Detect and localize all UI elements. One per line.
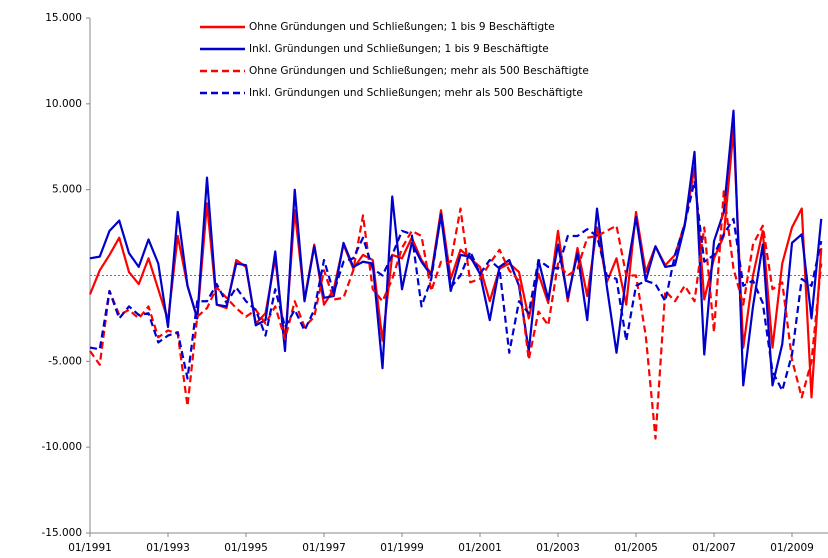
y-tick-label: 15.000 xyxy=(45,12,82,24)
legend-label: Inkl. Gründungen und Schließungen; 1 bis… xyxy=(249,43,549,55)
x-tick-label: 01/2001 xyxy=(458,542,502,554)
y-tick-label: -15.000 xyxy=(41,527,82,539)
y-tick-label: 10.000 xyxy=(45,98,82,110)
series-line xyxy=(89,190,823,440)
x-tick-label: 01/1993 xyxy=(146,542,190,554)
legend-label: Ohne Gründungen und Schließungen; 1 bis … xyxy=(249,21,555,33)
x-tick-label: 01/1999 xyxy=(380,542,424,554)
x-tick-label: 01/2005 xyxy=(614,542,658,554)
y-tick-label: -10.000 xyxy=(41,441,82,453)
x-tick-label: 01/1995 xyxy=(224,542,268,554)
x-tick-label: 01/2009 xyxy=(770,542,814,554)
y-tick-label: 5.000 xyxy=(52,184,82,196)
x-tick-label: 01/2003 xyxy=(536,542,580,554)
series-line xyxy=(89,109,823,387)
legend-label: Ohne Gründungen und Schließungen; mehr a… xyxy=(249,65,589,77)
legend-label: Inkl. Gründungen und Schließungen; mehr … xyxy=(249,87,583,99)
y-tick-label: -5.000 xyxy=(48,355,82,367)
x-tick-label: 01/1997 xyxy=(302,542,346,554)
x-tick-label: 01/1991 xyxy=(68,542,112,554)
series-line xyxy=(89,179,823,392)
x-tick-label: 01/2007 xyxy=(692,542,736,554)
